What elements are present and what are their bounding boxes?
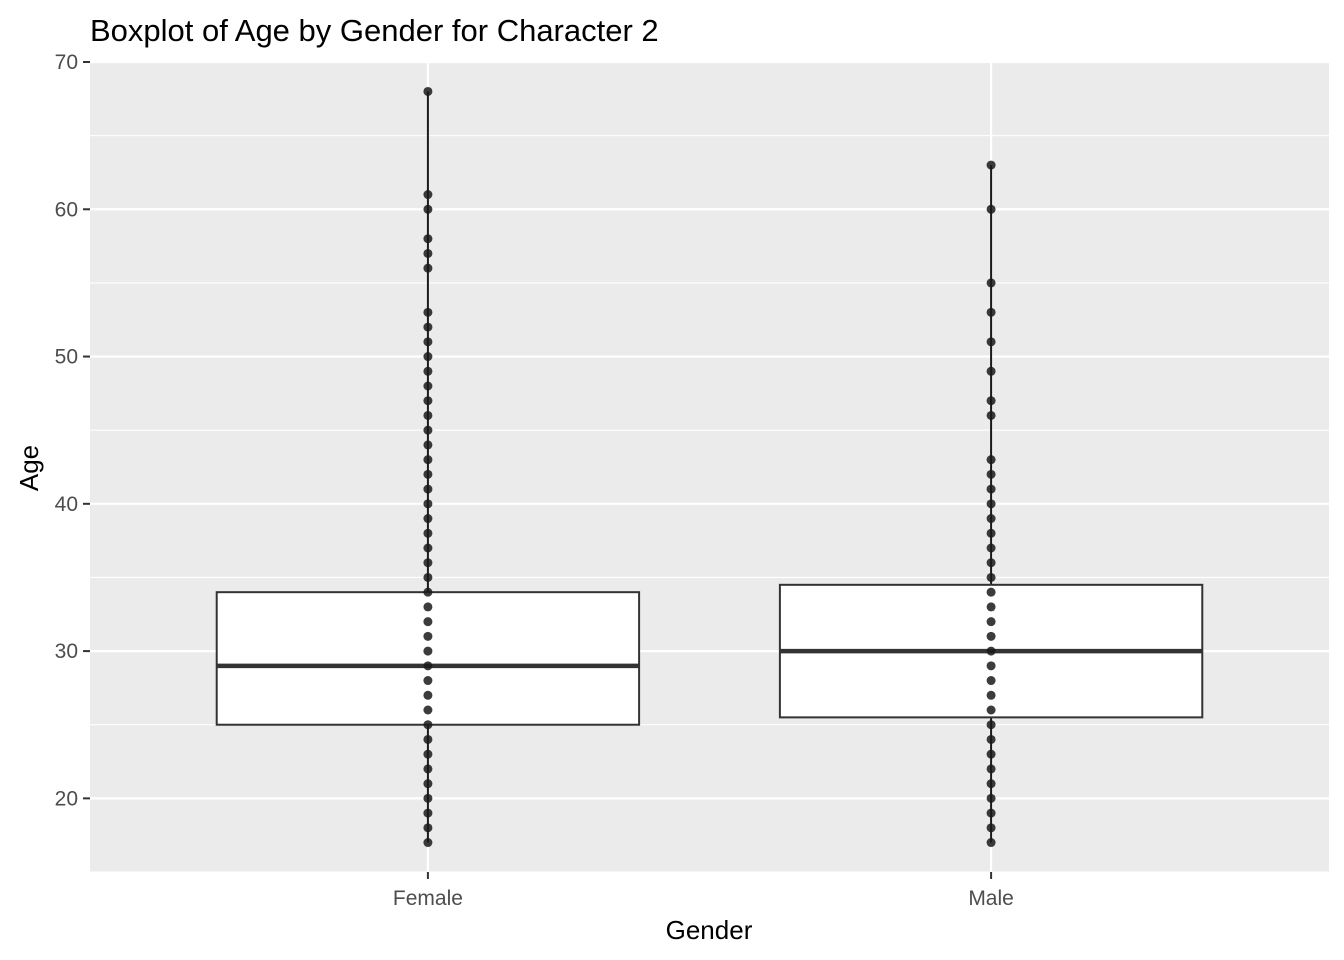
data-point <box>423 204 433 214</box>
y-tick-label: 70 <box>55 51 78 74</box>
data-point <box>423 263 433 273</box>
x-axis: Female Male <box>393 872 1014 910</box>
y-tick-label: 60 <box>55 198 78 221</box>
data-point <box>423 838 433 848</box>
data-point <box>986 764 996 774</box>
y-tick-label: 30 <box>55 640 78 663</box>
data-point <box>986 307 996 317</box>
x-tick-label: Male <box>968 887 1014 910</box>
data-point <box>986 793 996 803</box>
data-point <box>423 543 433 553</box>
data-point <box>423 558 433 568</box>
data-point <box>423 234 433 244</box>
data-point <box>423 514 433 524</box>
x-tick-label: Female <box>393 887 463 910</box>
data-point <box>423 440 433 450</box>
data-point <box>423 676 433 686</box>
data-point <box>423 602 433 612</box>
data-point <box>986 823 996 833</box>
data-point <box>423 661 433 671</box>
data-point <box>423 764 433 774</box>
data-point <box>423 779 433 789</box>
data-point <box>986 661 996 671</box>
data-point <box>986 646 996 656</box>
boxplot-series <box>215 86 1204 848</box>
data-point <box>423 484 433 494</box>
data-point <box>986 720 996 730</box>
data-point <box>986 410 996 420</box>
data-point <box>423 528 433 538</box>
data-point <box>423 808 433 818</box>
data-point <box>986 631 996 641</box>
data-point <box>986 749 996 759</box>
data-point <box>986 617 996 627</box>
data-point <box>423 396 433 406</box>
data-point <box>986 572 996 582</box>
data-point <box>423 425 433 435</box>
data-point <box>986 838 996 848</box>
x-axis-title: Gender <box>666 915 753 945</box>
data-point <box>423 190 433 200</box>
data-point <box>986 676 996 686</box>
data-point <box>986 587 996 597</box>
data-point <box>423 823 433 833</box>
data-point <box>423 455 433 465</box>
plot-panel <box>90 62 1329 872</box>
box-group-male <box>778 160 1204 848</box>
data-point <box>986 455 996 465</box>
data-point <box>986 514 996 524</box>
data-point <box>986 808 996 818</box>
data-point <box>986 543 996 553</box>
data-point <box>423 366 433 376</box>
chart-title: Boxplot of Age by Gender for Character 2 <box>90 13 659 48</box>
data-point <box>986 484 996 494</box>
data-point <box>423 617 433 627</box>
data-point <box>423 307 433 317</box>
data-point <box>986 469 996 479</box>
data-point <box>423 690 433 700</box>
data-point <box>423 646 433 656</box>
data-point <box>986 690 996 700</box>
data-point <box>423 572 433 582</box>
data-point <box>423 86 433 96</box>
y-tick-label: 50 <box>55 346 78 369</box>
data-point <box>986 499 996 509</box>
data-point <box>986 278 996 288</box>
box-iqr <box>215 591 641 726</box>
data-point <box>423 248 433 258</box>
data-point <box>986 779 996 789</box>
data-point <box>423 381 433 391</box>
data-point <box>423 410 433 420</box>
data-point <box>423 587 433 597</box>
data-point <box>423 720 433 730</box>
box-group-female <box>215 86 641 848</box>
data-point <box>986 734 996 744</box>
data-point <box>423 734 433 744</box>
y-tick-label: 40 <box>55 493 78 516</box>
data-point <box>986 602 996 612</box>
data-point <box>986 396 996 406</box>
data-point <box>423 631 433 641</box>
data-point <box>986 558 996 568</box>
data-point <box>986 337 996 347</box>
data-point <box>423 322 433 332</box>
data-point <box>986 160 996 170</box>
data-point <box>986 528 996 538</box>
data-point <box>423 793 433 803</box>
y-axis-title: Age <box>14 445 44 491</box>
data-point <box>986 204 996 214</box>
data-point <box>423 499 433 509</box>
data-point <box>986 366 996 376</box>
y-tick-label: 20 <box>55 787 78 810</box>
data-point <box>423 337 433 347</box>
data-point <box>423 469 433 479</box>
data-point <box>986 705 996 715</box>
data-point <box>423 749 433 759</box>
y-axis: 20 30 40 50 60 70 <box>55 51 90 810</box>
data-point <box>423 352 433 362</box>
data-point <box>423 705 433 715</box>
